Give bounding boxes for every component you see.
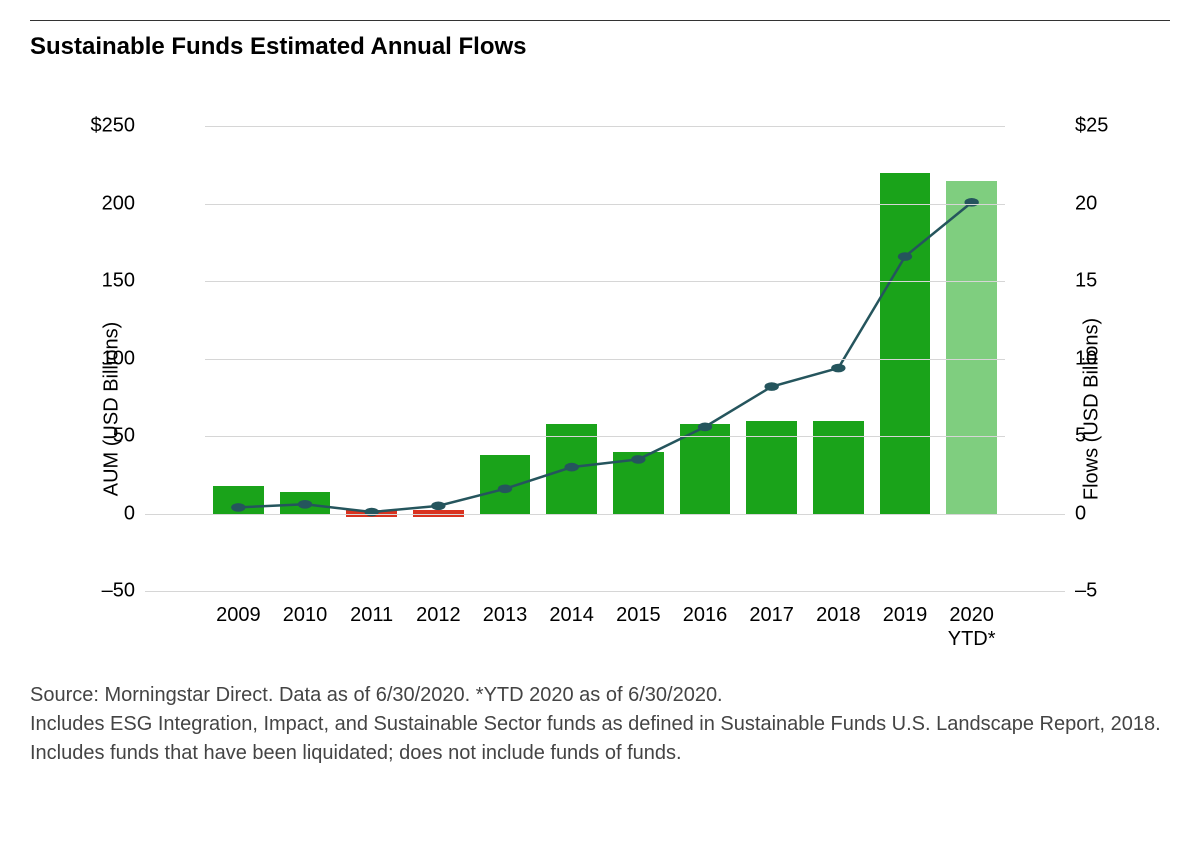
footer-line-1: Source: Morningstar Direct. Data as of 6… (30, 681, 1170, 710)
y-right-tick-label: –5 (1075, 580, 1125, 603)
y-left-tick-label: 200 (75, 192, 135, 215)
flows-line (238, 202, 971, 512)
y-left-tick-label: $250 (75, 115, 135, 138)
line-marker (431, 502, 445, 511)
y-right-tick-label: 5 (1075, 425, 1125, 448)
line-marker (698, 423, 712, 432)
line-marker (231, 503, 245, 512)
y-right-tick-label: 15 (1075, 270, 1125, 293)
gridline (205, 359, 1005, 360)
line-marker (564, 463, 578, 472)
line-marker (498, 484, 512, 493)
x-tick-label: 2017 (738, 603, 805, 627)
top-rule (30, 20, 1170, 21)
line-marker (831, 364, 845, 373)
gridline (145, 514, 1065, 515)
y-right-tick-label: 20 (1075, 192, 1125, 215)
x-tick-label: 2014 (538, 603, 605, 627)
x-tick-label: 2016 (672, 603, 739, 627)
x-tick-label: 2010 (272, 603, 339, 627)
x-tick-label: 2013 (472, 603, 539, 627)
line-layer (205, 111, 1005, 591)
y-left-tick-label: –50 (75, 580, 135, 603)
y-left-tick-label: 100 (75, 347, 135, 370)
plot-region: 2009201020112012201320142015201620172018… (145, 111, 1065, 591)
footer-line-2: Includes ESG Integration, Impact, and Su… (30, 710, 1170, 768)
y-left-tick-label: 50 (75, 425, 135, 448)
x-tick-label: 2019 (872, 603, 939, 627)
gridline (205, 281, 1005, 282)
line-marker (764, 382, 778, 391)
line-marker (364, 508, 378, 517)
y-left-tick-label: 150 (75, 270, 135, 293)
line-marker (631, 455, 645, 464)
gridline (205, 436, 1005, 437)
x-tick-label: 2020YTD* (938, 603, 1005, 651)
gridline (205, 126, 1005, 127)
y-right-tick-label: $25 (1075, 115, 1125, 138)
x-tick-label: 2018 (805, 603, 872, 627)
x-tick-label: 2011 (338, 603, 405, 627)
y-left-tick-label: 0 (75, 502, 135, 525)
line-marker (964, 198, 978, 207)
gridline (145, 591, 1065, 592)
line-marker (898, 252, 912, 261)
y-right-axis-label: Flows (USD Billions) (1080, 318, 1103, 500)
gridline (205, 204, 1005, 205)
chart-footer: Source: Morningstar Direct. Data as of 6… (30, 681, 1170, 768)
x-tick-label: 2012 (405, 603, 472, 627)
x-tick-label: 2015 (605, 603, 672, 627)
chart-area: AUM (USD Billions) Flows (USD Billions) … (35, 101, 1165, 661)
line-marker (298, 500, 312, 509)
chart-title: Sustainable Funds Estimated Annual Flows (30, 33, 1170, 61)
y-right-tick-label: 0 (1075, 502, 1125, 525)
y-right-tick-label: 10 (1075, 347, 1125, 370)
x-tick-label: 2009 (205, 603, 272, 627)
